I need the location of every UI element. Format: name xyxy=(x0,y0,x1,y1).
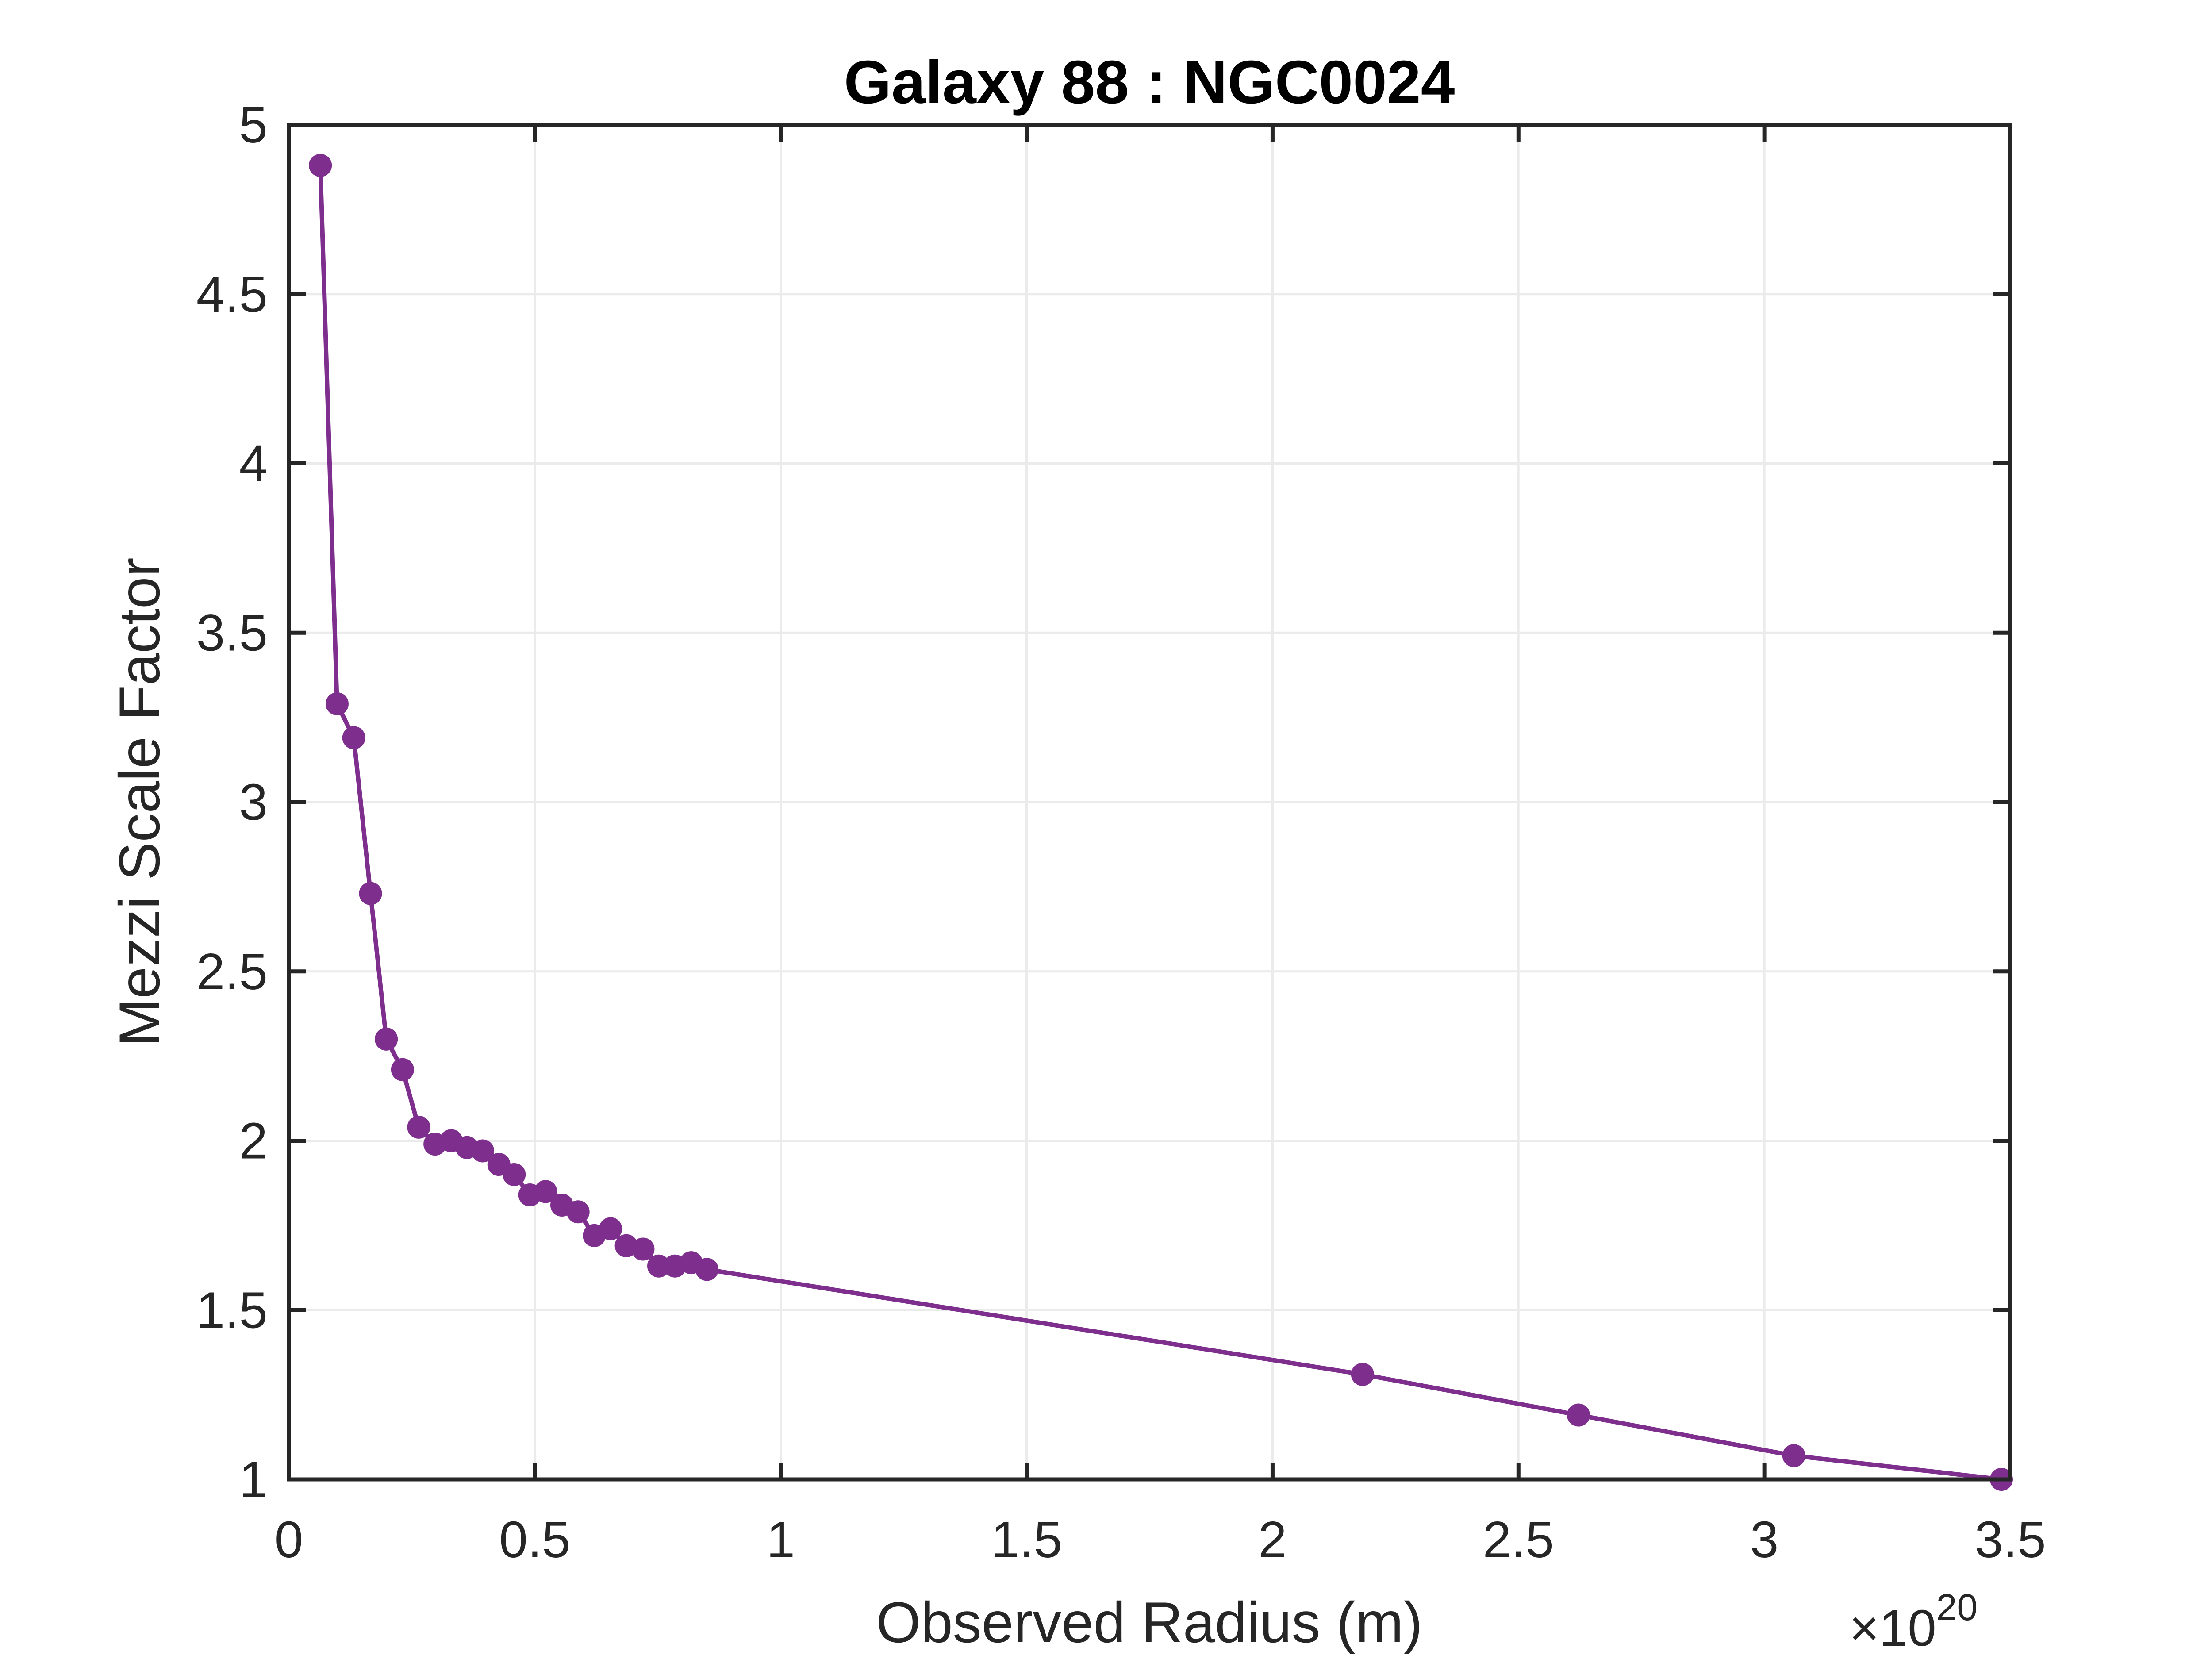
y-tick-label: 1 xyxy=(239,1451,268,1508)
y-tick-label: 3 xyxy=(239,773,268,831)
data-point xyxy=(407,1115,430,1139)
data-point xyxy=(325,692,349,716)
x-tick-label: 1 xyxy=(766,1511,795,1568)
y-tick-label: 4.5 xyxy=(196,265,268,323)
x-tick-label: 3.5 xyxy=(1974,1511,2046,1568)
data-point xyxy=(599,1217,622,1240)
y-tick-label: 1.5 xyxy=(196,1281,268,1339)
ticks: 0 0.5 1 1.5 2 2.5 3 3.5 1 1.5 2 2.5 3 3.5 4 4.5 5 xyxy=(196,96,2046,1568)
data-point xyxy=(534,1180,557,1203)
x-tick-label: 2 xyxy=(1258,1511,1287,1568)
x-tick-label: 1.5 xyxy=(991,1511,1062,1568)
y-tick-label: 5 xyxy=(239,96,268,154)
data-point xyxy=(375,1027,398,1051)
data-point xyxy=(309,154,332,177)
y-tick-label: 3.5 xyxy=(196,604,268,661)
data-point xyxy=(503,1163,526,1187)
x-tick-label: 2.5 xyxy=(1483,1511,1554,1568)
data-point xyxy=(359,882,382,905)
data-point xyxy=(1782,1444,1805,1467)
data-point xyxy=(391,1058,414,1081)
x-tick-label: 0 xyxy=(275,1511,303,1568)
y-axis-label: Mezzi Scale Factor xyxy=(107,557,172,1046)
x-axis-label: Observed Radius (m) xyxy=(876,1590,1422,1655)
data-point xyxy=(1567,1403,1590,1427)
chart-title: Galaxy 88 : NGC0024 xyxy=(844,48,1455,116)
data-point xyxy=(471,1139,495,1163)
x-tick-label: 3 xyxy=(1750,1511,1779,1568)
x-exponent-power: 20 xyxy=(1936,1586,1978,1628)
y-tick-label: 2 xyxy=(239,1112,268,1170)
x-tick-label: 0.5 xyxy=(499,1511,570,1568)
x-exponent-label: ×1020 xyxy=(1849,1586,1978,1657)
y-tick-label: 4 xyxy=(239,435,268,492)
y-tick-label: 2.5 xyxy=(196,943,268,1000)
data-point xyxy=(1351,1363,1374,1386)
data-point xyxy=(631,1237,655,1261)
series-layer xyxy=(309,154,2013,1491)
data-point xyxy=(566,1200,590,1224)
x-exponent-prefix: ×10 xyxy=(1849,1599,1936,1657)
data-point xyxy=(342,726,365,749)
grid xyxy=(289,125,2010,1479)
data-point xyxy=(695,1258,718,1281)
